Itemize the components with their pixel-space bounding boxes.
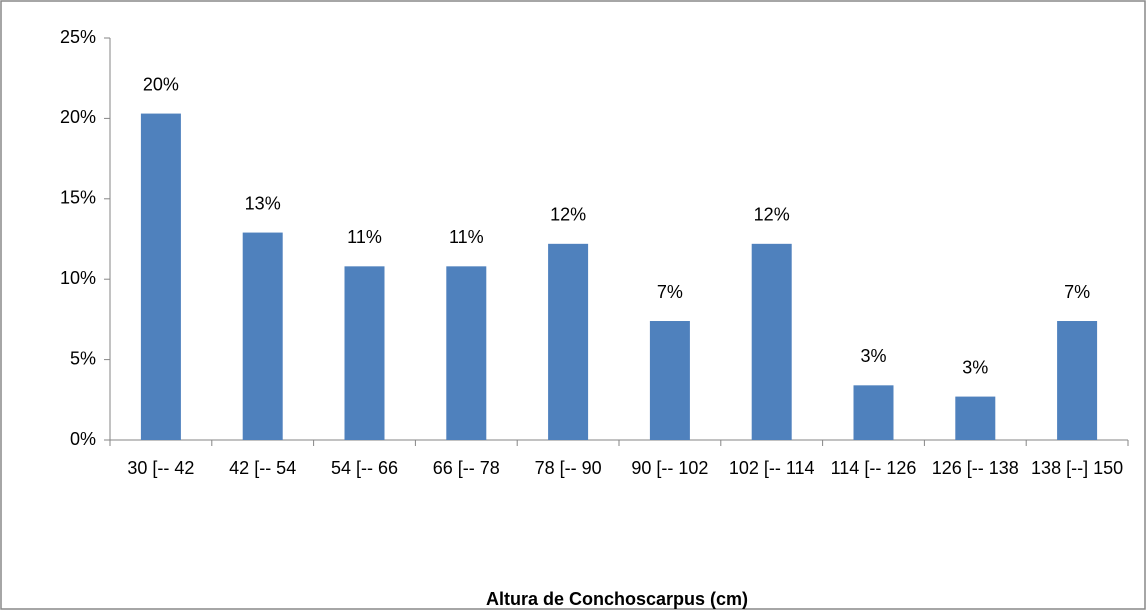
- y-tick-label: 20%: [60, 107, 96, 127]
- x-tick-label-box: 42 [-- 54: [229, 458, 297, 478]
- bar: [1057, 321, 1098, 440]
- x-tick-label: 66 [-- 78: [432, 458, 500, 478]
- x-tick-label-box: 90 [-- 102: [631, 458, 709, 478]
- data-label: 11%: [347, 227, 382, 247]
- bar: [344, 266, 385, 440]
- data-label: 7%: [1064, 282, 1090, 302]
- bar: [446, 266, 487, 440]
- x-axis-label: Altura de Conchoscarpus (cm): [486, 589, 748, 609]
- bar: [140, 113, 181, 441]
- x-tick-label-box: 102 [-- 114: [728, 458, 815, 478]
- x-tick-label: 126 [-- 138: [931, 458, 1019, 478]
- x-tick-label-box: 138 [--] 150: [1031, 458, 1124, 478]
- x-tick-label: 138 [--] 150: [1031, 458, 1124, 478]
- data-label: 20%: [143, 74, 179, 94]
- bar: [751, 243, 792, 440]
- y-tick-label: 15%: [60, 188, 96, 208]
- x-tick-label: 42 [-- 54: [229, 458, 297, 478]
- x-tick-label-box: 78 [-- 90: [534, 458, 602, 478]
- bar: [548, 243, 589, 440]
- data-label: 13%: [245, 193, 281, 213]
- x-tick-label-box: 30 [-- 42: [127, 458, 195, 478]
- data-label: 3%: [860, 346, 886, 366]
- data-label: 11%: [449, 227, 484, 247]
- y-tick-label: 10%: [60, 268, 96, 288]
- data-label: 3%: [962, 357, 988, 377]
- bar: [955, 396, 996, 440]
- y-tick-label: 0%: [70, 429, 96, 449]
- x-tick-label-box: 54 [-- 66: [330, 458, 399, 478]
- data-label: 12%: [754, 205, 790, 225]
- y-tick-label: 5%: [70, 348, 96, 368]
- x-tick-label: 54 [-- 66: [330, 458, 399, 478]
- data-label: 12%: [550, 205, 586, 225]
- x-tick-label-box: 126 [-- 138: [931, 458, 1019, 478]
- x-tick-label: 102 [-- 114: [728, 458, 815, 478]
- y-tick-label: 25%: [60, 27, 96, 47]
- data-label: 7%: [657, 282, 683, 302]
- x-tick-label: 78 [-- 90: [534, 458, 602, 478]
- bar: [649, 321, 690, 440]
- x-tick-label: 30 [-- 42: [127, 458, 195, 478]
- x-tick-label-box: 66 [-- 78: [432, 458, 500, 478]
- bar: [853, 385, 894, 440]
- x-tick-label-box: 114 [-- 126: [830, 458, 917, 478]
- bar: [242, 232, 283, 440]
- x-tick-label: 114 [-- 126: [830, 458, 917, 478]
- x-tick-label: 90 [-- 102: [631, 458, 709, 478]
